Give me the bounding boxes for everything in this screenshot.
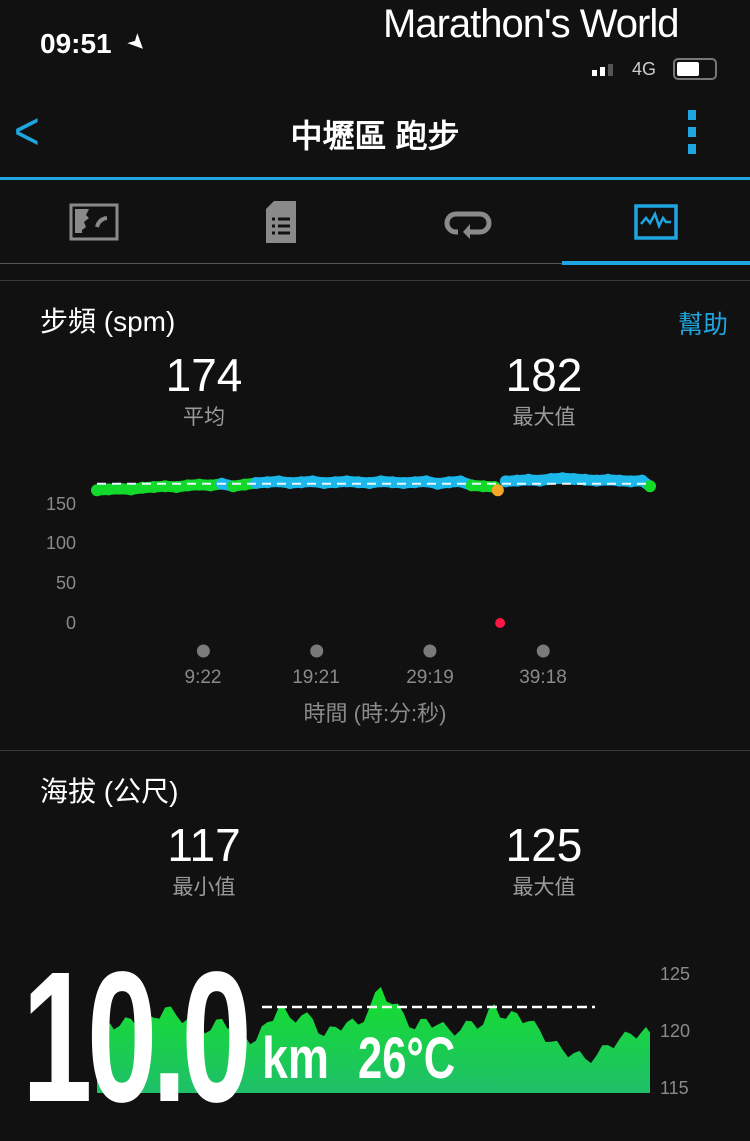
chart-icon xyxy=(634,203,678,240)
altitude-section xyxy=(0,750,750,1115)
altitude-max-label: 最大值 xyxy=(512,876,576,899)
network-label: 4G xyxy=(632,59,657,79)
cadence-point xyxy=(491,484,504,497)
cadence-max-value: 182 xyxy=(505,349,583,401)
chevron-left-icon[interactable]: < xyxy=(14,102,40,161)
tab-bar xyxy=(0,180,750,265)
page-title: 中壢區 跑步 xyxy=(290,118,460,154)
x-tick: 29:19 xyxy=(406,667,454,688)
altitude-min-value: 117 xyxy=(167,819,241,871)
x-tick-marker xyxy=(310,644,324,658)
altitude-max-value: 125 xyxy=(505,819,583,871)
altitude-chart xyxy=(97,987,650,1093)
vertical-ellipsis-icon[interactable] xyxy=(688,110,698,161)
x-tick-marker xyxy=(536,644,550,658)
cadence-avg-value: 174 xyxy=(165,349,243,401)
status-time: 09:51 xyxy=(40,28,112,59)
distance-value: 10.0 xyxy=(22,934,252,1141)
altitude-min-label: 最小值 xyxy=(172,876,236,899)
y-tick: 115 xyxy=(660,1078,689,1098)
cadence-title: 步頻 (spm) xyxy=(40,306,176,337)
logo-text: Marathon's World xyxy=(383,2,679,46)
x-axis-label: 時間 (時:分:秒) xyxy=(303,701,447,726)
tab-map[interactable] xyxy=(0,180,187,263)
y-tick: 120 xyxy=(660,1021,691,1041)
cadence-avg-label: 平均 xyxy=(183,406,225,429)
y-tick: 0 xyxy=(65,613,76,633)
cadence-section xyxy=(0,280,750,751)
location-arrow-icon: ➤ xyxy=(122,27,153,59)
x-tick-marker xyxy=(423,644,437,658)
tab-charts[interactable] xyxy=(562,180,750,265)
temperature: 26°C xyxy=(358,1026,456,1091)
tab-details[interactable] xyxy=(187,180,374,263)
y-tick: 100 xyxy=(45,533,76,553)
help-link[interactable]: 幫助 xyxy=(678,311,729,339)
cadence-chart xyxy=(91,472,656,658)
altitude-title: 海拔 (公尺) xyxy=(40,776,179,807)
tab-laps[interactable] xyxy=(374,180,561,263)
y-tick: 50 xyxy=(55,573,76,593)
nav-bar: < 中壢區 跑步 xyxy=(0,85,750,180)
battery-icon xyxy=(673,58,717,80)
x-tick: 19:21 xyxy=(292,667,340,688)
distance-unit: km xyxy=(262,1026,330,1091)
signal-icon xyxy=(592,62,622,76)
y-tick: 125 xyxy=(660,964,691,984)
altitude-area xyxy=(97,987,650,1093)
watermark-logo: Marathon's World xyxy=(383,2,679,47)
x-tick-marker xyxy=(196,644,210,658)
cadence-point xyxy=(495,618,506,628)
cadence-max-label: 最大值 xyxy=(512,406,576,429)
y-tick: 150 xyxy=(45,494,76,514)
cadence-point xyxy=(644,480,656,493)
map-icon xyxy=(69,203,118,240)
distance-overlay: 10.0 xyxy=(22,945,252,1131)
document-list-icon xyxy=(265,200,296,243)
x-tick: 9:22 xyxy=(184,667,222,688)
x-tick: 39:18 xyxy=(519,667,567,688)
laps-repeat-icon xyxy=(444,211,491,239)
